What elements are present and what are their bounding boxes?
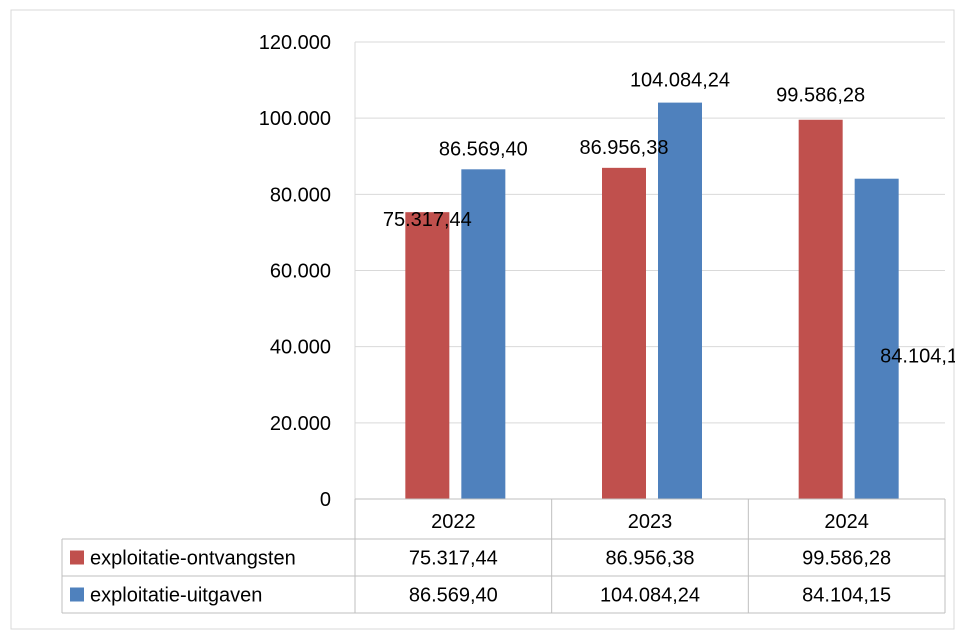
x-tick-label: 2023 <box>628 511 673 533</box>
y-tick-label: 0 <box>320 489 331 511</box>
y-tick-label: 120.000 <box>259 32 331 54</box>
chart-frame <box>10 9 955 630</box>
data-label: 84.104,15 <box>880 346 955 368</box>
table-cell-value: 104.084,24 <box>600 585 700 607</box>
bar <box>602 167 646 499</box>
bars <box>405 102 899 499</box>
bar <box>461 169 506 499</box>
bar <box>798 119 843 499</box>
data-labels: 75.317,44 86.956,38 99.586,28 86.569,40 104.… <box>383 70 955 368</box>
table-cell-value: 84.104,15 <box>802 585 891 607</box>
bar <box>658 102 702 499</box>
y-tick-label: 60.000 <box>270 261 331 283</box>
data-label: 104.084,24 <box>630 70 730 92</box>
y-tick-label: 40.000 <box>270 337 331 359</box>
legend-label: exploitatie-uitgaven <box>90 585 262 607</box>
table-cell-value: 86.956,38 <box>606 548 695 570</box>
table-cell-value: 75.317,44 <box>409 548 498 570</box>
data-table: 2022 2023 2024 exploitatie-ontvangsten 75.31… <box>61 498 946 614</box>
y-tick-label: 100.000 <box>259 108 331 130</box>
data-label: 99.586,28 <box>776 85 865 107</box>
table-cell-value: 99.586,28 <box>802 548 891 570</box>
legend-label: exploitatie-ontvangsten <box>90 548 296 570</box>
legend-swatch <box>70 587 84 602</box>
bar <box>405 212 450 499</box>
y-tick-label: 20.000 <box>270 413 331 435</box>
bar <box>854 178 899 499</box>
y-axis-tick-labels: 0 20.000 40.000 60.000 80.000 100.000 120.000 <box>259 32 331 511</box>
data-label: 75.317,44 <box>383 209 472 231</box>
data-label: 86.956,38 <box>580 137 669 159</box>
y-tick-label: 80.000 <box>270 184 331 206</box>
x-tick-label: 2022 <box>431 511 476 533</box>
gridlines <box>354 41 945 499</box>
legend-swatch <box>70 550 84 565</box>
data-label: 86.569,40 <box>439 138 528 160</box>
x-tick-label: 2024 <box>824 511 869 533</box>
table-cell-value: 86.569,40 <box>409 585 498 607</box>
